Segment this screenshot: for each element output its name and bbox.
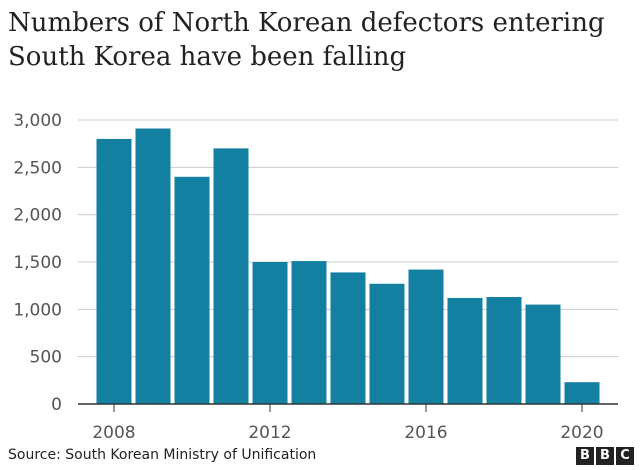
x-tick-label: 2020	[560, 423, 603, 443]
y-tick-label: 0	[51, 395, 62, 415]
bar-2015	[370, 284, 405, 404]
x-axis-tick-labels: 2008 2012 2016 2020	[92, 404, 603, 443]
bar-2017	[448, 298, 483, 404]
bar-2013	[292, 261, 327, 404]
y-tick-label: 500	[30, 348, 62, 368]
logo-letter: C	[616, 447, 634, 465]
bar-2019	[526, 305, 561, 404]
bar-2016	[409, 270, 444, 404]
x-tick-label: 2008	[92, 423, 135, 443]
y-tick-label: 2,000	[13, 206, 62, 226]
x-tick-label: 2016	[404, 423, 447, 443]
bar-2020	[565, 382, 600, 404]
logo-letter: B	[596, 447, 614, 465]
bar-2010	[175, 177, 210, 404]
bar-2011	[214, 148, 249, 404]
bar-2012	[253, 262, 288, 404]
bar-2008	[97, 139, 132, 404]
bar-2018	[487, 297, 522, 404]
x-tick-label: 2012	[248, 423, 291, 443]
y-tick-label: 1,500	[13, 253, 62, 273]
y-tick-label: 2,500	[13, 158, 62, 178]
bbc-logo: BBC	[576, 447, 634, 465]
source-note: Source: South Korean Ministry of Unifica…	[8, 447, 316, 463]
y-tick-label: 1,000	[13, 300, 62, 320]
bars	[97, 129, 600, 404]
bar-2009	[136, 129, 171, 404]
y-tick-label: 3,000	[13, 111, 62, 131]
y-axis-tick-labels: 0 500 1,000 1,500 2,000 2,500 3,000	[13, 111, 62, 415]
logo-letter: B	[576, 447, 594, 465]
bar-2014	[331, 272, 366, 404]
